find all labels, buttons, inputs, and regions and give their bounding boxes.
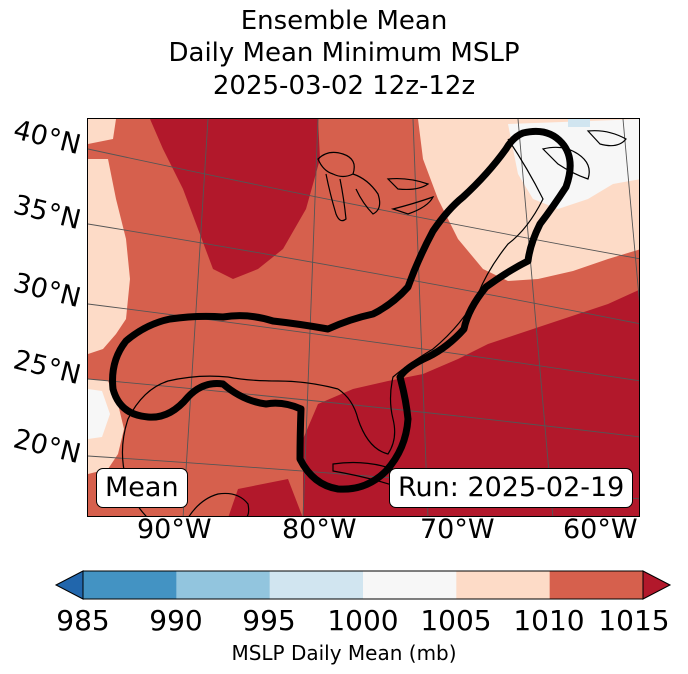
pressure-field-1015-atlantic — [303, 289, 639, 516]
colorbar-arrow-left — [54, 570, 84, 600]
title-line-2: Daily Mean Minimum MSLP — [168, 38, 520, 68]
colorbar-tick-1000: 1000 — [327, 604, 399, 637]
colorbar-tick-995: 995 — [242, 604, 296, 637]
colorbar-segment — [456, 571, 551, 599]
map-panel — [87, 118, 640, 517]
colorbar-segments — [83, 571, 644, 599]
lat-label-35: 35°N — [10, 189, 84, 237]
colorbar-border — [82, 570, 644, 600]
colorbar-arrow-right — [642, 570, 672, 600]
colorbar-segment — [176, 571, 271, 599]
lat-label-40: 40°N — [10, 114, 84, 162]
title-line-3: 2025-03-02 12z-12z — [212, 71, 476, 101]
colorbar-tick-985: 985 — [56, 604, 110, 637]
pressure-field-1015-plains — [150, 119, 320, 279]
colorbar-tick-1005: 1005 — [420, 604, 492, 637]
colorbar-tick-1015: 1015 — [598, 604, 670, 637]
run-date-label-box: Run: 2025-02-19 — [389, 468, 634, 508]
lat-label-30: 30°N — [10, 267, 84, 315]
pressure-field-995-1000 — [568, 119, 590, 127]
colorbar-segment — [363, 571, 457, 599]
mean-contour-outline — [109, 127, 574, 493]
pressure-field-1000-1005-gulf — [88, 389, 110, 439]
colorbar-label: MSLP Daily Mean (mb) — [231, 641, 457, 665]
pressure-field-1015-yucatan — [228, 479, 303, 516]
lat-label-25: 25°N — [10, 344, 84, 392]
colorbar-tick-990: 990 — [149, 604, 203, 637]
title-line-1: Ensemble Mean — [240, 6, 448, 36]
colorbar-tick-1010: 1010 — [513, 604, 585, 637]
lon-label-60w: 60°W — [563, 514, 638, 545]
colorbar-segment — [83, 571, 177, 599]
mean-label-box: Mean — [96, 468, 188, 508]
lon-label-90w: 90°W — [137, 514, 212, 545]
map-svg — [88, 119, 639, 516]
lat-label-20: 20°N — [10, 423, 84, 471]
colorbar-segment — [549, 571, 644, 599]
lon-label-80w: 80°W — [282, 514, 357, 545]
colorbar-segment — [269, 571, 364, 599]
colorbar — [54, 570, 672, 600]
pressure-field-1005-1010-nw-corner — [88, 119, 116, 144]
lon-label-70w: 70°W — [420, 514, 495, 545]
